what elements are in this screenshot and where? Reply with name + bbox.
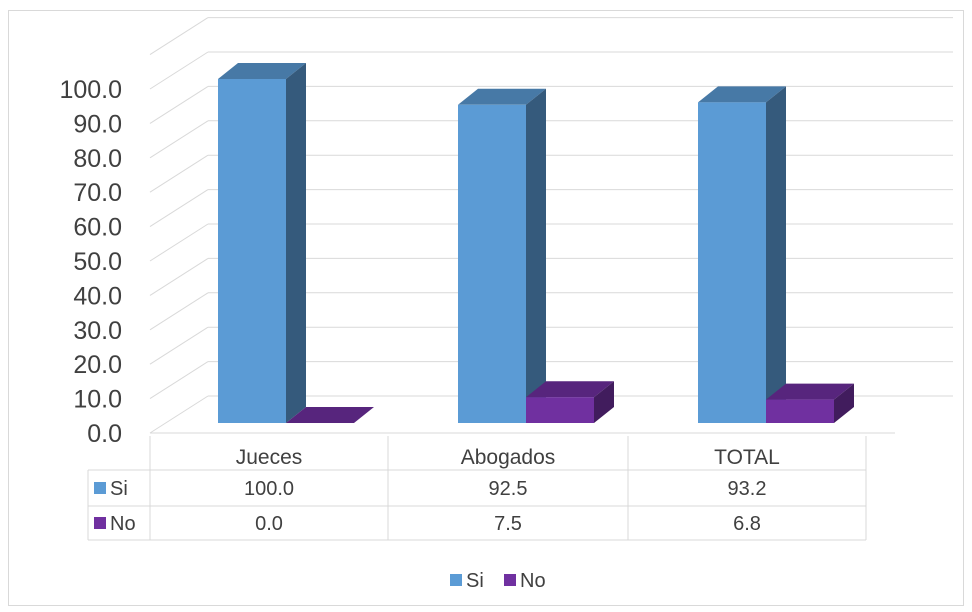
bar-si-abogados (458, 104, 526, 424)
y-tick-label: 0.0 (87, 420, 122, 448)
table-value-cell: 7.5 (494, 513, 522, 535)
y-tick-label: 60.0 (73, 214, 122, 242)
gridline-diagonal (149, 223, 209, 262)
bar-si-jueces (218, 79, 286, 423)
gridline-diagonal (149, 154, 209, 193)
bar-top-no (766, 383, 854, 400)
bar-side-no (594, 381, 614, 423)
gridline-diagonal (149, 17, 209, 56)
bar-no-abogados (526, 397, 594, 423)
table-value-cell: 92.5 (489, 478, 528, 500)
table-value-cell: 93.2 (728, 478, 767, 500)
table-legend-key-no (94, 517, 106, 529)
bar-top-si (218, 63, 306, 79)
gridline-diagonal (149, 120, 209, 159)
legend-label: No (520, 570, 546, 592)
table-legend-key-si (94, 482, 106, 494)
bar-side-si (766, 86, 786, 423)
gridline-diagonal (149, 189, 209, 228)
y-tick-label: 100.0 (59, 76, 122, 104)
table-row-label: Si (110, 478, 128, 500)
gridline-diagonal (149, 257, 209, 296)
bars-layer (218, 63, 854, 424)
y-tick-label: 80.0 (73, 145, 122, 173)
grid-layer (149, 17, 953, 434)
table-row-label: No (110, 513, 136, 535)
bar-side-si (526, 88, 546, 424)
y-axis-ticks: 0.0 10.0 20.0 30.0 40.0 50.0 60.0 70.0 80.0 90.0 1… (59, 76, 122, 448)
y-tick-label: 10.0 (73, 386, 122, 414)
bar-top-si (698, 86, 786, 103)
gridline-diagonal (149, 85, 209, 124)
y-tick-label: 40.0 (73, 282, 122, 310)
legend-key-no (504, 574, 516, 586)
gridline-diagonal (149, 326, 209, 365)
legend: Si No (450, 570, 546, 592)
legend-label: Si (466, 570, 484, 592)
bar-si-total (698, 102, 766, 423)
y-tick-label: 90.0 (73, 110, 122, 138)
bar-no-total (766, 399, 834, 423)
table-value-cell: 6.8 (733, 513, 761, 535)
gridline-diagonal (149, 361, 209, 400)
table-value-cell: 100.0 (244, 478, 294, 500)
bar-side-no (834, 383, 854, 423)
data-table: Jueces Abogados TOTAL Si 100.0 92.5 93.2 No 0.0 7… (87, 436, 867, 541)
table-value-cell: 0.0 (255, 513, 283, 535)
legend-key-si (450, 574, 462, 586)
gridline-diagonal (149, 292, 209, 331)
gridline-diagonal (149, 51, 209, 90)
y-tick-label: 50.0 (73, 248, 122, 276)
table-header-cell: TOTAL (714, 446, 780, 469)
bar-top-no (286, 407, 374, 423)
gridline-diagonal (149, 395, 209, 434)
y-tick-label: 20.0 (73, 351, 122, 379)
table-header-cell: Abogados (461, 446, 556, 469)
table-header-cell: Jueces (236, 446, 303, 469)
bar-top-si (458, 88, 546, 105)
bar-side-si (286, 63, 306, 423)
y-tick-label: 30.0 (73, 317, 122, 345)
y-tick-label: 70.0 (73, 179, 122, 207)
bar-top-no (526, 381, 614, 398)
